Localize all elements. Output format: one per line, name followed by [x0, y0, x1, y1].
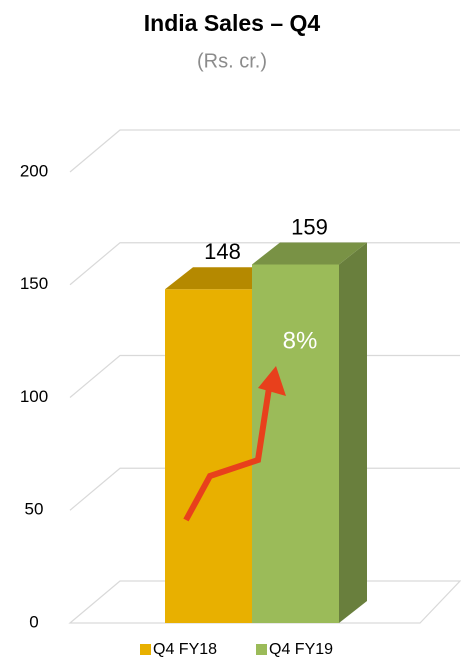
annotation: 8%	[283, 327, 318, 354]
y-tick-label: 150	[20, 274, 48, 293]
legend-swatch	[140, 644, 151, 655]
bars: 148 159	[165, 214, 367, 623]
grid-line	[69, 129, 460, 173]
chart-subtitle: (Rs. cr.)	[197, 50, 267, 72]
bar	[252, 264, 339, 623]
y-tick-label: 200	[20, 161, 48, 180]
bar-top	[165, 267, 280, 290]
arrow-head	[258, 366, 286, 396]
bar-top	[252, 242, 367, 265]
y-tick-label: 50	[25, 500, 44, 519]
value-label: 159	[291, 214, 328, 239]
chart-title: India Sales – Q4	[144, 10, 321, 36]
legend-swatch	[256, 644, 267, 655]
bar-side	[339, 242, 367, 623]
annotation-layer: 8%	[183, 327, 318, 522]
y-tick-label: 100	[20, 387, 48, 406]
y-tick-label: 0	[29, 612, 38, 631]
growth-arrow	[183, 387, 272, 522]
value-label: 148	[204, 239, 241, 264]
bar	[165, 289, 252, 623]
legend-label: Q4 FY19	[269, 641, 333, 658]
legend-label: Q4 FY18	[153, 641, 217, 658]
